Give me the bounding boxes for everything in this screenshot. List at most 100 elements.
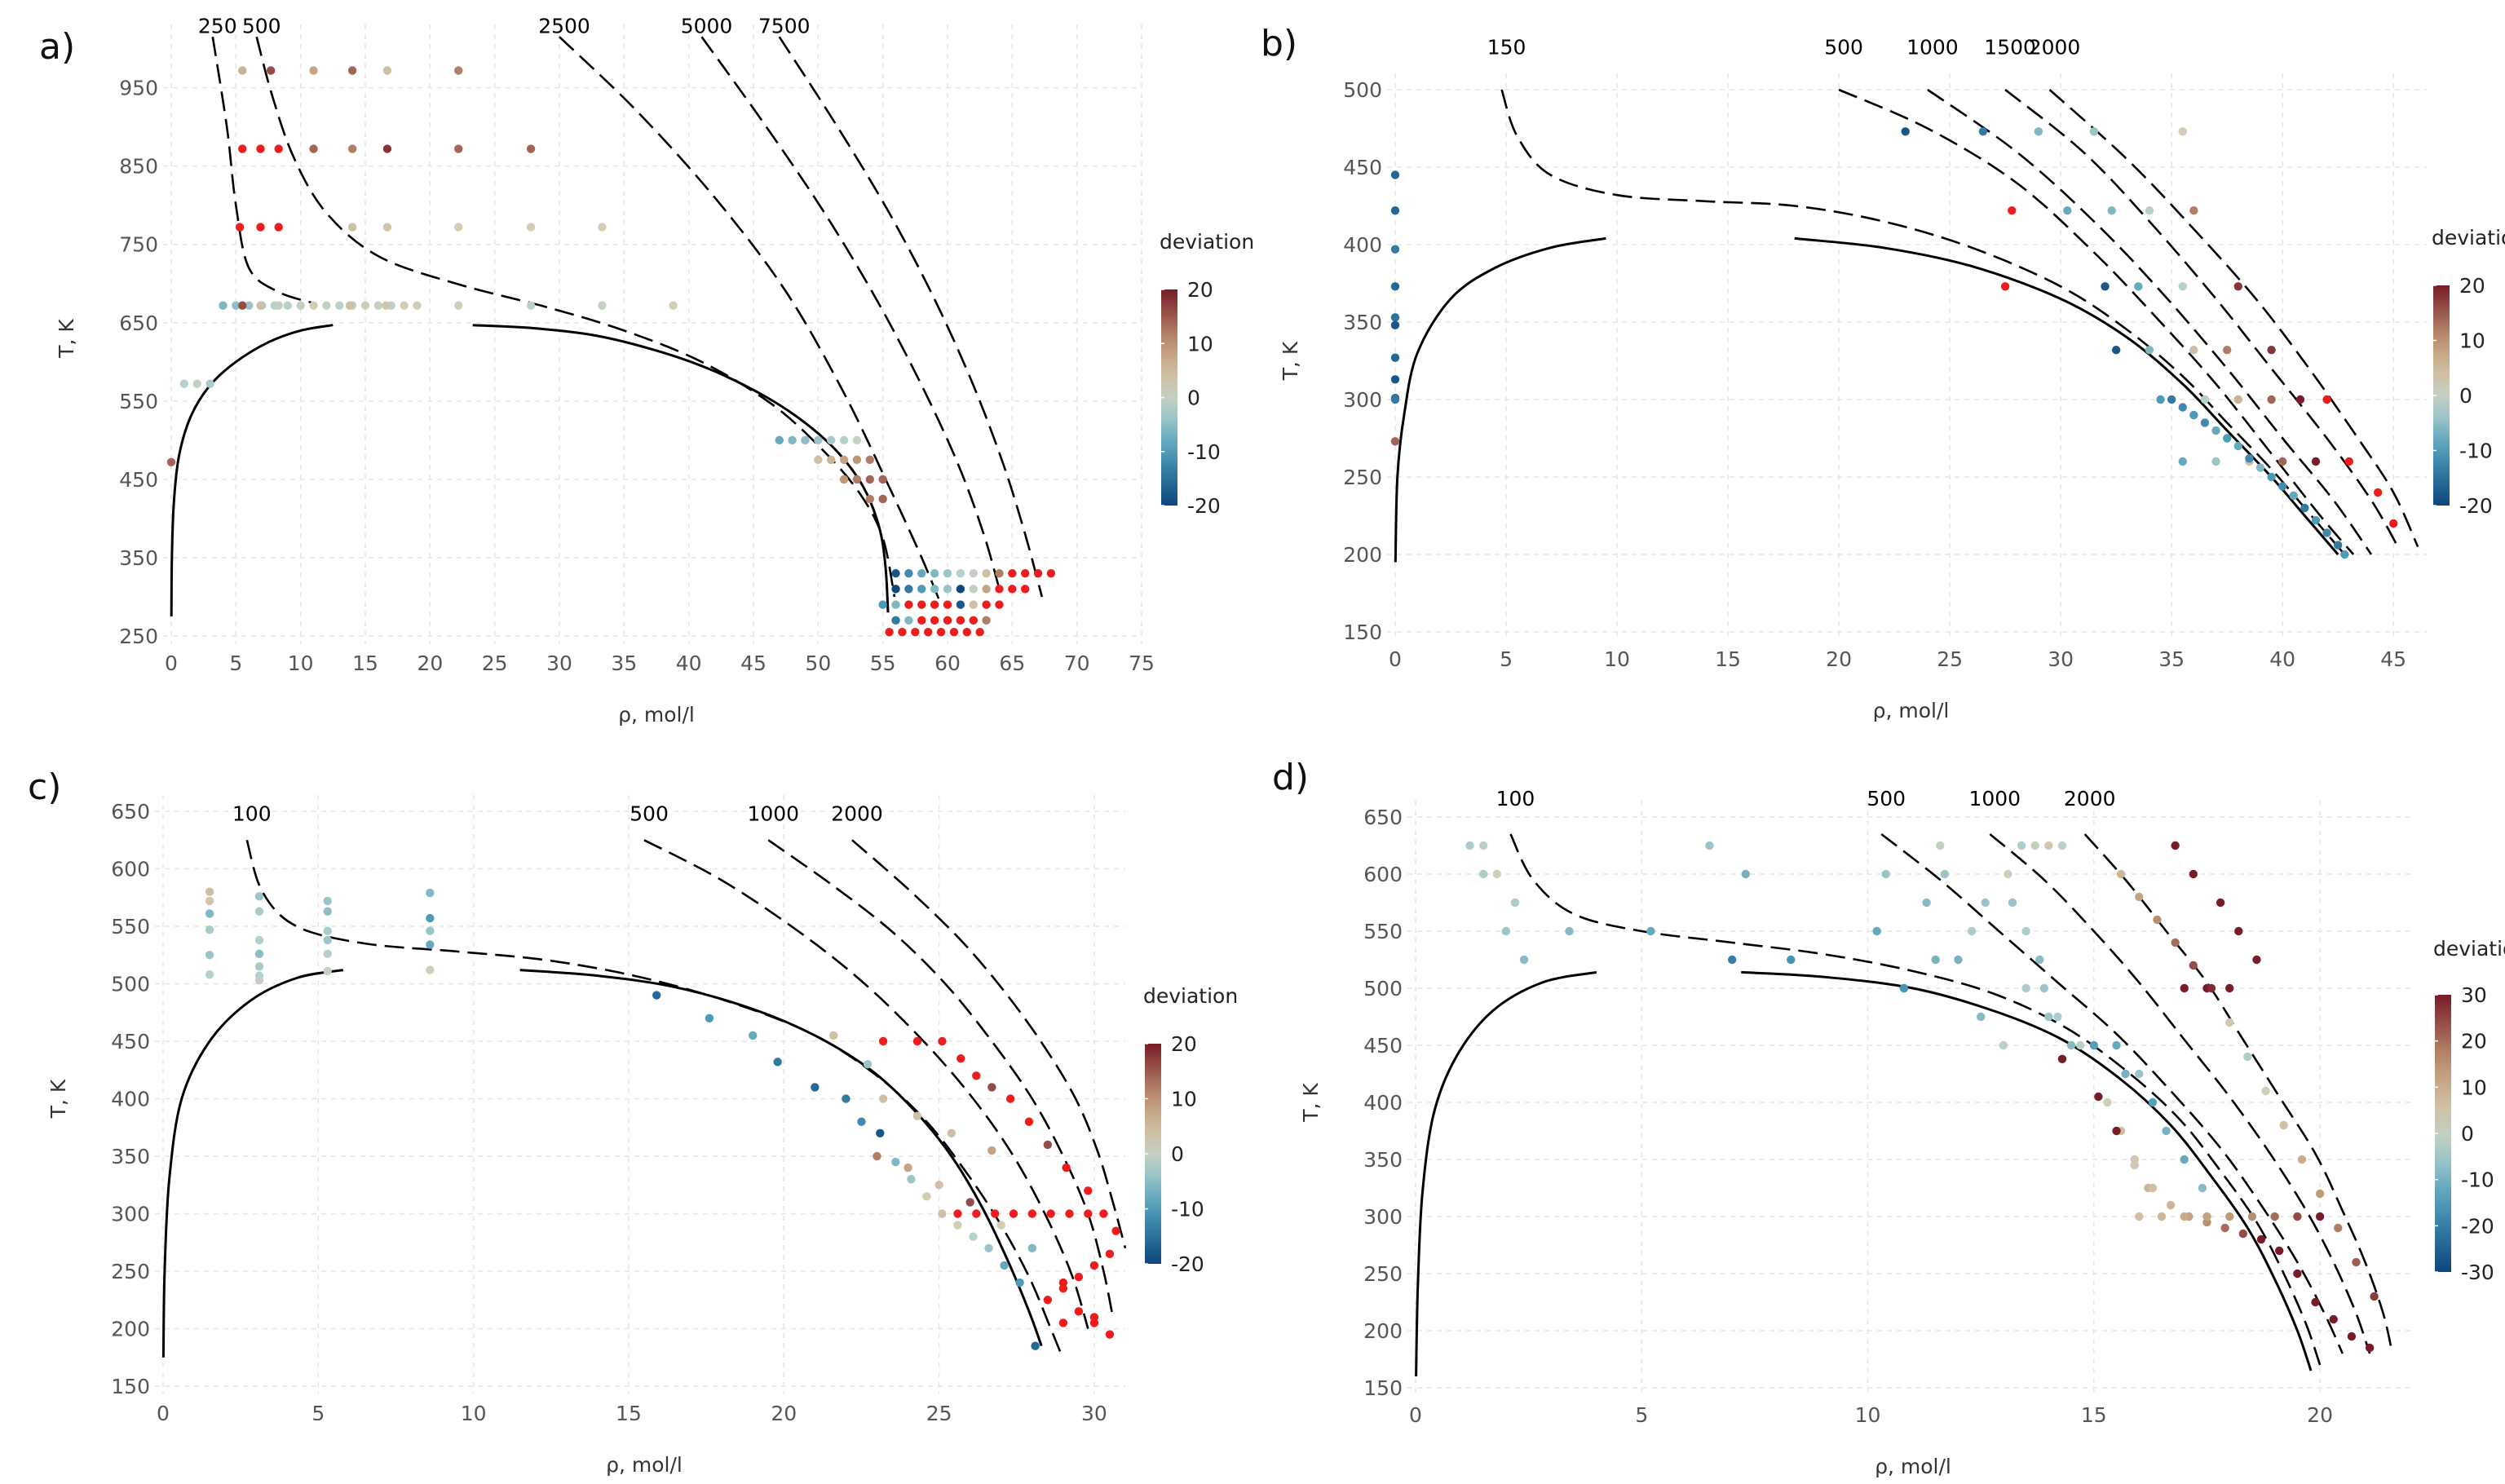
x-tick-label: 20 [771, 1402, 797, 1425]
data-point [1031, 1341, 1040, 1350]
data-point [426, 940, 435, 949]
x-tick-label: 10 [1855, 1403, 1881, 1427]
y-tick-label: 300 [111, 1203, 150, 1226]
x-tick-label: 50 [805, 651, 831, 675]
data-point [987, 1083, 996, 1092]
data-point [903, 1163, 912, 1173]
data-point [1901, 127, 1910, 136]
legend-tick-label: 30 [2461, 983, 2487, 1007]
x-tick-label: 45 [740, 651, 767, 675]
legend: deviation 20 10 0 -10 -20 [1143, 984, 1238, 1276]
data-point [969, 616, 978, 625]
data-point [296, 301, 305, 310]
data-point [943, 585, 952, 594]
x-tick-label: 20 [417, 651, 443, 675]
data-point [1021, 585, 1030, 594]
y-tick-label: 500 [111, 973, 150, 996]
isobar-label-100: 100 [1496, 787, 1535, 810]
isobar-label-500: 500 [1824, 35, 1863, 59]
data-point [2145, 206, 2154, 215]
data-point [873, 1151, 881, 1161]
data-point [1074, 1272, 1084, 1282]
grid [155, 795, 1125, 1394]
data-point [323, 966, 332, 976]
y-tick-label: 300 [1343, 388, 1382, 412]
data-point [232, 301, 241, 310]
data-point [2261, 1086, 2270, 1096]
y-tick-label: 950 [119, 77, 158, 100]
data-point [2008, 898, 2017, 908]
data-point [956, 568, 965, 578]
data-point [938, 1209, 947, 1218]
data-point [930, 616, 939, 625]
x-tick-label: 30 [1081, 1402, 1107, 1425]
data-point [1390, 206, 1400, 215]
data-point [2112, 1040, 2121, 1050]
x-tick-label: 0 [1389, 647, 1402, 671]
legend-tick-label: 0 [1187, 386, 1200, 410]
data-point [1089, 1261, 1099, 1270]
saturation-liquid-branch [519, 969, 1043, 1347]
data-point [205, 925, 214, 934]
data-point [2315, 1189, 2325, 1199]
legend: deviation 30 20 10 0 -10 -20 -30 [2433, 937, 2505, 1284]
data-point [1967, 926, 1977, 936]
isobar-label-2000: 2000 [2064, 787, 2116, 810]
data-point [256, 144, 265, 153]
data-point [205, 970, 214, 979]
y-tick-label: 350 [1363, 1148, 1403, 1172]
isobar-7500 [778, 36, 1044, 598]
data-point [1009, 1209, 1018, 1218]
data-point [1058, 1318, 1068, 1327]
panel-a: a) 0 5 10 15 20 25 30 35 40 45 50 55 60 65 70 75 250 350 4… [0, 0, 1254, 742]
data-point [1976, 1012, 1986, 1022]
data-point [309, 301, 318, 310]
y-tick-label: 350 [1343, 311, 1382, 334]
data-point [274, 223, 283, 232]
x-tick-label: 10 [461, 1402, 487, 1425]
legend-tick-label: -20 [1187, 494, 1221, 518]
data-point [936, 627, 946, 637]
data-point [987, 1146, 996, 1155]
data-point [2094, 1092, 2103, 1102]
legend-title: deviation [1160, 230, 1254, 254]
data-point [969, 1232, 978, 1241]
y-axis-label: T, K [55, 319, 78, 359]
x-tick-label: 20 [2307, 1403, 2333, 1427]
x-tick-label: 35 [611, 651, 637, 675]
data-point [2200, 395, 2210, 404]
data-point [413, 301, 422, 310]
data-point [2004, 869, 2012, 879]
data-point [382, 301, 391, 310]
isobar-500 [1838, 88, 2355, 555]
data-point [2112, 1126, 2121, 1136]
x-tick-label: 15 [2081, 1403, 2107, 1427]
data-point [2295, 395, 2305, 404]
data-point [2207, 983, 2216, 993]
data-point [2053, 1012, 2062, 1022]
data-point [2344, 457, 2353, 466]
data-point [1046, 1209, 1055, 1218]
data-point [842, 1094, 850, 1103]
isobar-label-2500: 2500 [538, 14, 590, 38]
x-axis-label: ρ, mol/l [606, 1453, 683, 1477]
data-point [454, 301, 463, 310]
data-point [1954, 955, 1963, 965]
data-point [2267, 395, 2276, 404]
data-point [2233, 441, 2242, 451]
isobar-2000 [2083, 833, 2394, 1354]
data-point [917, 616, 926, 625]
isobar-label-500: 500 [242, 14, 281, 38]
data-point [192, 379, 201, 388]
data-point [1465, 841, 1474, 850]
x-axis-label: ρ, mol/l [1873, 699, 1950, 722]
isobar-label-7500: 7500 [758, 14, 811, 38]
legend-tick-label: 20 [2461, 1030, 2487, 1053]
isobar-label-2000: 2000 [2029, 35, 2081, 59]
data-point [1390, 437, 1400, 446]
panel-d: d) 0 5 10 15 20 150 200 250 300 350 400 450 500 550 60… [1252, 742, 2505, 1484]
data-point [254, 892, 264, 901]
x-tick-labels: 0 5 10 15 20 25 30 [157, 1402, 1107, 1425]
data-point [2245, 454, 2254, 463]
